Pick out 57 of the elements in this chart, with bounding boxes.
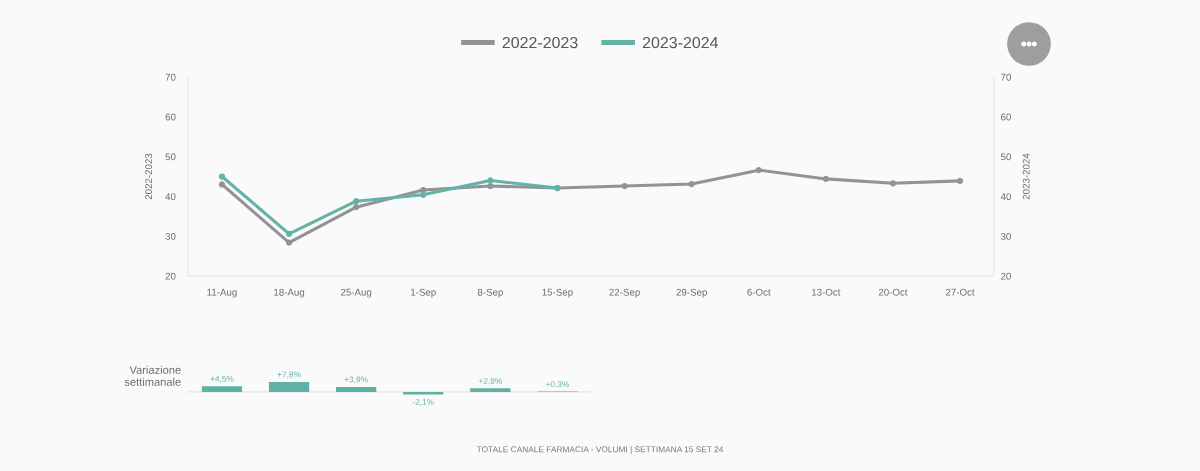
point bbox=[353, 198, 360, 205]
y2-tick-label: 30 bbox=[1000, 232, 1011, 240]
point bbox=[688, 180, 695, 188]
data-label: +0,3% bbox=[545, 381, 570, 389]
x-tick-label: 29-Sep bbox=[676, 288, 707, 298]
point bbox=[956, 177, 964, 185]
y2-tick-label: 40 bbox=[1000, 193, 1011, 201]
y-tick-label: 70 bbox=[165, 73, 176, 81]
y-tick-label: 50 bbox=[165, 153, 176, 161]
data-label: -2,1% bbox=[412, 398, 434, 406]
y-tick-label: 20 bbox=[165, 272, 176, 280]
legend-label: 2022-2023 bbox=[502, 36, 578, 49]
legend-label: 2023-2024 bbox=[642, 36, 719, 49]
point bbox=[822, 175, 829, 183]
x-tick-label: 6-Oct bbox=[747, 288, 771, 296]
x-tick-label: 25-Aug bbox=[340, 288, 372, 298]
y2-tick-label: 20 bbox=[1001, 272, 1011, 280]
y2-tick-label: 70 bbox=[1001, 73, 1011, 81]
data-label: +7,8% bbox=[277, 371, 301, 379]
x-tick-label: 15-Sep bbox=[542, 288, 573, 298]
text: TOTALE CANALE FARMACIA - VOLUMI | SETTIMANA 15 SET 24 bbox=[476, 446, 724, 454]
y-axis-title: 2022-2023 bbox=[145, 153, 153, 200]
bar bbox=[201, 386, 243, 392]
y2-tick-label: 50 bbox=[1000, 153, 1011, 161]
bar bbox=[470, 388, 511, 392]
y2-tick-label: 60 bbox=[1001, 113, 1011, 121]
x-tick-label: 27-Oct bbox=[945, 288, 975, 296]
x-tick-label: 11-Aug bbox=[207, 288, 237, 298]
y-tick-label: 30 bbox=[165, 232, 176, 240]
y-tick-label: 40 bbox=[165, 193, 176, 201]
bar bbox=[403, 391, 444, 395]
y-tick-label: 60 bbox=[165, 113, 176, 121]
data-label: +2,8% bbox=[478, 377, 502, 385]
y2-axis-title: 2023-2024 bbox=[1022, 153, 1030, 200]
data-label: +3,9% bbox=[344, 376, 368, 384]
point bbox=[218, 181, 226, 188]
point bbox=[487, 177, 494, 184]
x-tick-label: 18-Aug bbox=[274, 288, 305, 298]
point bbox=[285, 230, 293, 237]
bar bbox=[268, 381, 310, 392]
point bbox=[621, 182, 628, 190]
data-label: +4,5% bbox=[210, 375, 234, 383]
x-tick-label: 13-Oct bbox=[812, 288, 841, 296]
point bbox=[218, 173, 226, 180]
point bbox=[889, 180, 897, 187]
point bbox=[420, 186, 427, 194]
point bbox=[755, 167, 762, 174]
point bbox=[420, 191, 427, 198]
point bbox=[353, 204, 360, 211]
point bbox=[285, 239, 293, 246]
y-axis-title: Variazione settimanale bbox=[124, 365, 181, 386]
x-tick-label: 22-Sep bbox=[609, 288, 640, 298]
point bbox=[487, 182, 494, 190]
x-tick-label: 8-Sep bbox=[477, 288, 503, 298]
x-tick-label: 1-Sep bbox=[411, 288, 436, 298]
bar bbox=[336, 386, 377, 392]
x-tick-label: 20-Oct bbox=[878, 288, 908, 296]
